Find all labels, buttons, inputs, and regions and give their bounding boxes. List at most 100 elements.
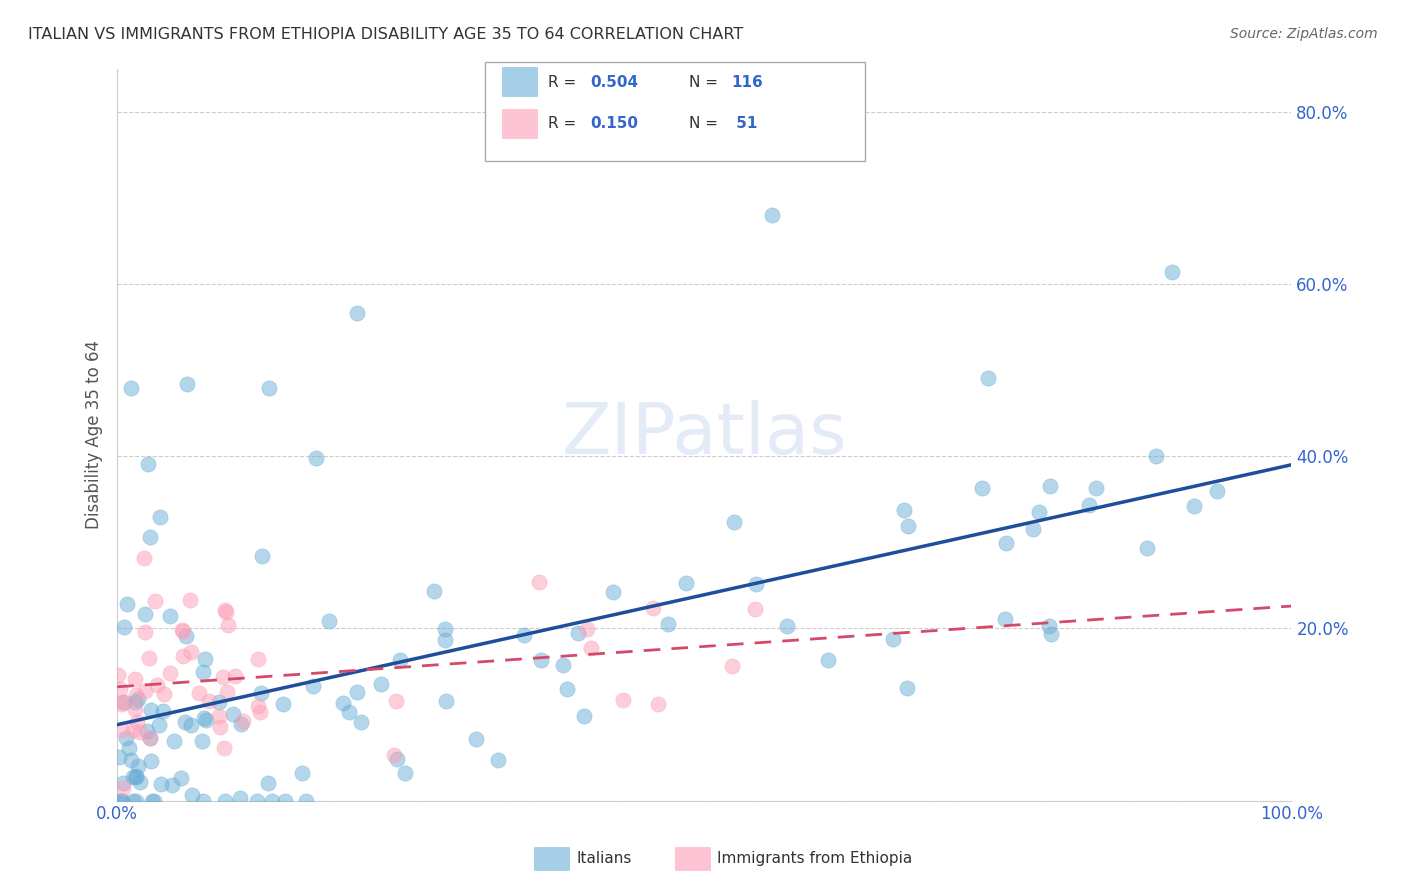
Point	[112, 781, 135, 796]
Text: ITALIAN VS IMMIGRANTS FROM ETHIOPIA DISABILITY AGE 35 TO 64 CORRELATION CHART: ITALIAN VS IMMIGRANTS FROM ETHIOPIA DISA…	[28, 27, 744, 42]
Point	[174, 714, 197, 729]
Point	[1039, 479, 1062, 493]
Point	[207, 709, 229, 723]
Point	[256, 776, 278, 790]
Point	[176, 376, 198, 391]
Point	[124, 701, 146, 715]
Point	[180, 718, 202, 732]
Point	[136, 457, 159, 471]
Point	[198, 694, 221, 708]
Point	[1028, 505, 1050, 519]
Point	[1022, 523, 1045, 537]
Point	[141, 754, 163, 768]
Point	[337, 705, 360, 719]
Point	[576, 622, 599, 636]
Point	[208, 720, 231, 734]
Point	[384, 694, 406, 708]
Point	[143, 594, 166, 608]
Y-axis label: Disability Age 35 to 64: Disability Age 35 to 64	[86, 340, 103, 529]
Point	[346, 306, 368, 320]
Point	[486, 753, 509, 767]
Point	[191, 794, 214, 808]
Point	[111, 697, 134, 711]
Point	[111, 723, 134, 737]
Point	[434, 622, 457, 636]
Text: N =: N =	[689, 75, 723, 89]
Point	[193, 711, 215, 725]
Point	[124, 672, 146, 686]
Point	[148, 717, 170, 731]
Point	[295, 794, 318, 808]
Point	[513, 628, 536, 642]
Point	[262, 794, 284, 808]
Point	[423, 584, 446, 599]
Point	[250, 686, 273, 700]
Point	[394, 766, 416, 780]
Point	[291, 766, 314, 780]
Point	[120, 753, 142, 767]
Point	[271, 697, 294, 711]
Point	[138, 650, 160, 665]
Text: R =: R =	[548, 116, 582, 130]
Point	[190, 734, 212, 748]
Point	[1039, 627, 1062, 641]
Point	[188, 686, 211, 700]
Text: 116: 116	[731, 75, 763, 89]
Point	[247, 699, 270, 714]
Point	[132, 550, 155, 565]
Point	[115, 598, 138, 612]
Point	[122, 770, 145, 784]
Point	[114, 620, 136, 634]
Point	[212, 740, 235, 755]
Point	[214, 794, 236, 808]
Point	[160, 778, 183, 792]
Point	[153, 687, 176, 701]
Point	[527, 574, 550, 589]
Point	[612, 693, 634, 707]
Point	[217, 617, 239, 632]
Text: 0.150: 0.150	[591, 116, 638, 130]
Point	[761, 208, 783, 222]
Point	[274, 794, 297, 808]
Text: 51: 51	[731, 116, 758, 130]
Point	[122, 794, 145, 808]
Point	[647, 697, 669, 711]
Point	[382, 747, 405, 762]
Point	[112, 695, 135, 709]
Point	[118, 741, 141, 756]
Point	[180, 645, 202, 659]
Point	[191, 665, 214, 679]
Point	[111, 794, 134, 808]
Point	[246, 794, 269, 808]
Point	[657, 617, 679, 632]
Point	[229, 790, 252, 805]
Point	[602, 584, 624, 599]
Point	[388, 653, 411, 667]
Point	[136, 723, 159, 738]
Point	[152, 705, 174, 719]
Point	[897, 519, 920, 533]
Point	[172, 649, 194, 664]
Point	[124, 695, 146, 709]
Point	[195, 713, 218, 727]
Point	[107, 668, 129, 682]
Point	[224, 668, 246, 682]
Point	[896, 681, 918, 695]
Point	[134, 684, 156, 698]
Point	[138, 731, 160, 746]
Point	[249, 705, 271, 719]
Point	[744, 602, 766, 616]
Text: R =: R =	[548, 75, 582, 89]
Point	[1038, 619, 1060, 633]
Point	[159, 608, 181, 623]
Point	[465, 732, 488, 747]
Point	[433, 633, 456, 648]
Point	[555, 682, 578, 697]
Point	[134, 607, 156, 621]
Point	[174, 629, 197, 643]
Point	[434, 694, 457, 708]
Point	[141, 794, 163, 808]
Point	[385, 752, 408, 766]
Text: Italians: Italians	[576, 852, 631, 866]
Text: Source: ZipAtlas.com: Source: ZipAtlas.com	[1230, 27, 1378, 41]
